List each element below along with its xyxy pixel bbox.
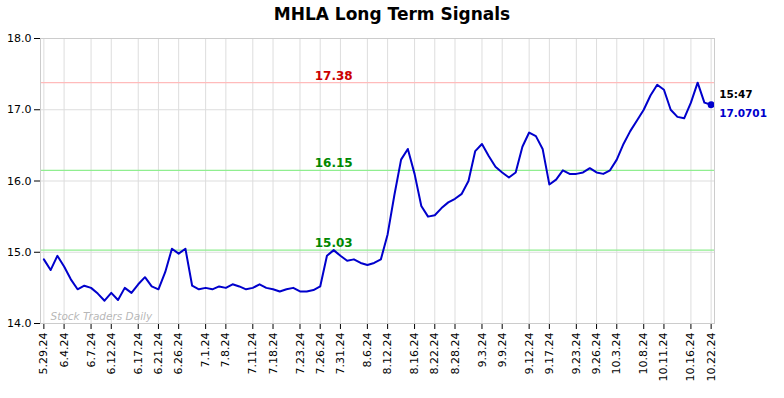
svg-text:6.7.24: 6.7.24 [85,333,98,368]
svg-text:18.0: 18.0 [7,32,32,45]
svg-text:9.9.24: 9.9.24 [496,333,509,368]
svg-text:17.0701: 17.0701 [719,107,767,119]
svg-text:10.22.24: 10.22.24 [705,332,718,381]
svg-text:7.26.24: 7.26.24 [314,333,327,375]
svg-text:10.3.24: 10.3.24 [610,333,623,375]
svg-text:9.12.24: 9.12.24 [523,333,536,375]
svg-text:9.23.24: 9.23.24 [570,333,583,375]
svg-text:9.3.24: 9.3.24 [475,333,488,368]
svg-text:14.0: 14.0 [7,317,32,330]
svg-text:15.0: 15.0 [7,246,32,259]
svg-text:10.11.24: 10.11.24 [657,332,670,381]
svg-text:6.17.24: 6.17.24 [132,333,145,375]
svg-text:17.0: 17.0 [7,103,32,116]
svg-text:10.8.24: 10.8.24 [637,333,650,375]
svg-text:6.12.24: 6.12.24 [105,333,118,375]
svg-text:9.26.24: 9.26.24 [590,333,603,375]
svg-text:6.21.24: 6.21.24 [152,333,165,375]
svg-text:6.26.24: 6.26.24 [172,333,185,375]
svg-text:9.17.24: 9.17.24 [543,333,556,375]
svg-text:5.29.24: 5.29.24 [37,333,50,375]
svg-text:7.11.24: 7.11.24 [246,333,259,375]
html-text:MHLA Long Term Signals: MHLA Long Term Signals [273,4,511,24]
svg-text:8.22.24: 8.22.24 [428,333,441,375]
svg-text:15.03: 15.03 [315,236,353,250]
svg-text:7.1.24: 7.1.24 [199,333,212,368]
svg-text:7.8.24: 7.8.24 [219,333,232,368]
svg-text:15:47: 15:47 [719,88,752,100]
svg-text:8.28.24: 8.28.24 [449,333,462,375]
svg-text:7.23.24: 7.23.24 [294,333,307,375]
svg-text:7.18.24: 7.18.24 [267,333,280,375]
svg-text:8.6.24: 8.6.24 [361,333,374,368]
svg-text:8.16.24: 8.16.24 [408,333,421,375]
svg-text:16.0: 16.0 [7,175,32,188]
svg-text:Stock Traders Daily: Stock Traders Daily [51,310,153,322]
svg-text:10.16.24: 10.16.24 [684,332,697,381]
svg-text:7.31.24: 7.31.24 [334,333,347,375]
svg-text:6.4.24: 6.4.24 [58,333,71,368]
svg-text:17.38: 17.38 [315,69,353,83]
svg-text:16.15: 16.15 [315,156,353,170]
svg-text:8.12.24: 8.12.24 [381,333,394,375]
